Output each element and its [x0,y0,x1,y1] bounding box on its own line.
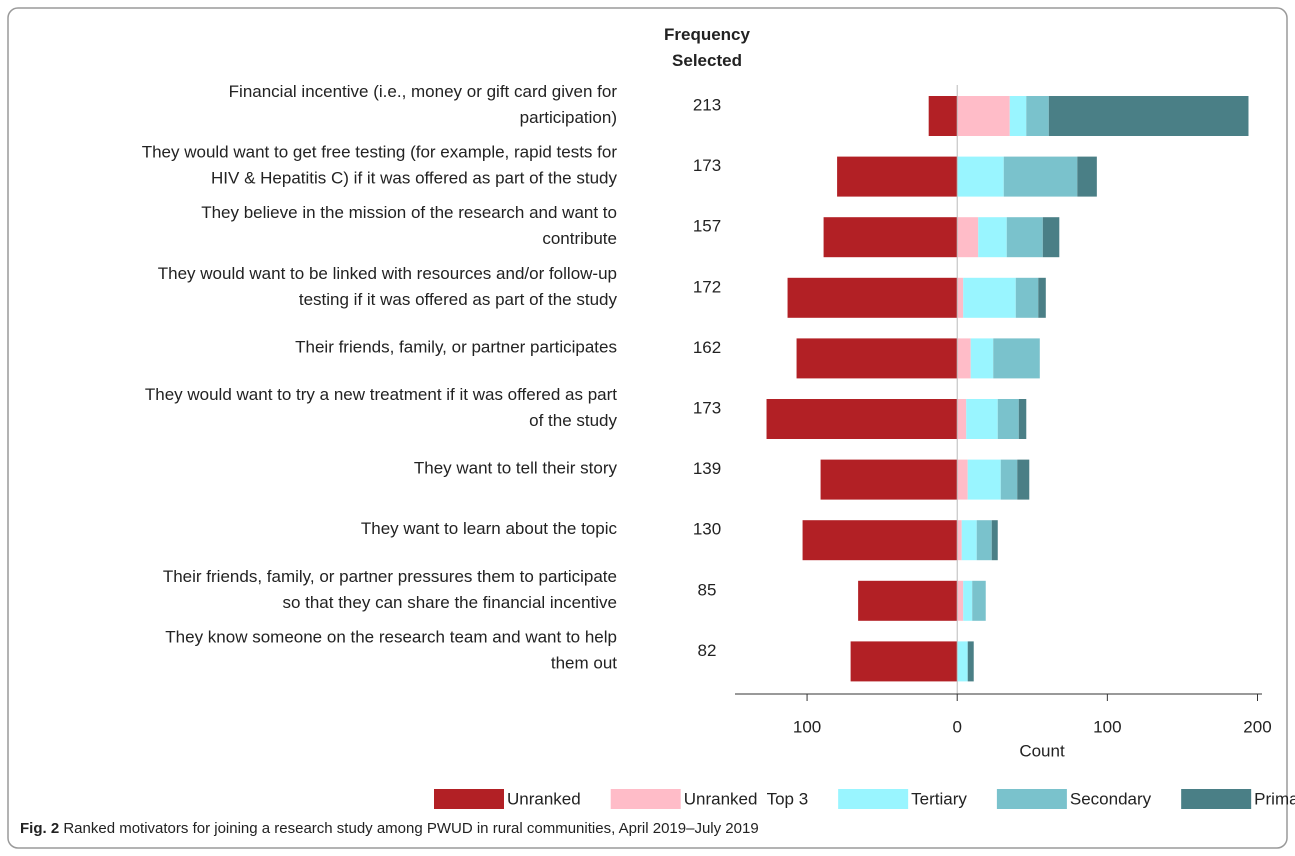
frequency-value: 162 [693,338,721,357]
bar-segment [957,580,964,621]
legend-label: Tertiary [911,789,967,808]
category-label: Their friends, family, or partner pressu… [163,567,617,612]
x-tick-label: 100 [1093,717,1121,736]
frequency-value: 85 [698,580,717,599]
frequency-value: 173 [693,398,721,417]
legend-label: Secondary [1070,789,1152,808]
bar-segment [961,520,977,561]
bar-segment [1006,217,1043,258]
bar-segment [978,217,1007,258]
caption: Fig. 2 Ranked motivators for joining a r… [20,820,759,837]
bar-segment [957,277,964,318]
bar-segment [1003,156,1078,197]
legend-swatch [996,789,1067,809]
caption-text: Ranked motivators for joining a research… [63,820,758,837]
category-label: Their friends, family, or partner partic… [295,338,617,357]
frequency-value: 157 [693,217,721,236]
legend-label: Unranked Top 3 [684,789,808,808]
bar-segment [1009,96,1027,136]
bar-segment [1000,459,1018,500]
frequency-value: 173 [693,156,721,175]
bar-segment [1026,96,1049,136]
bar-segment [957,399,967,439]
x-tick-label: 0 [952,717,961,736]
category-label: They would want to be linked with resour… [158,264,618,309]
bar-segment [928,96,958,136]
category-label: They believe in the mission of the resea… [201,204,617,249]
bar-segment [966,399,998,439]
bar-segment [957,459,968,500]
bar-segment [858,580,958,621]
bar-segment [820,459,958,500]
bar-segment [972,580,986,621]
bar-segment [823,217,958,258]
bar-segment [993,338,1040,379]
bar-segment [1042,217,1060,258]
bar-segment [787,277,958,318]
frequency-value: 172 [693,277,721,296]
frequency-value: 82 [698,641,717,660]
category-label: They want to tell their story [414,459,618,478]
legend-swatch [838,789,909,809]
bar-segment [991,520,998,561]
bar-segment [802,520,958,561]
bar-segment [1017,459,1030,500]
bar-segment [796,338,958,379]
bar-segment [766,399,958,439]
bar-segment [967,641,974,682]
bar-segment [963,580,973,621]
caption-label: Fig. 2 [20,820,59,837]
category-label: They would want to get free testing (for… [142,143,618,188]
bar-segment [970,338,994,379]
legend-swatch [434,789,504,809]
bar-segment [1015,277,1039,318]
bar-segment [963,277,1016,318]
bar-segment [957,520,962,561]
bar-segment [1018,399,1027,439]
frequency-header: Frequency Selected [664,25,751,70]
x-tick-label: 200 [1243,717,1271,736]
bar-segment [1038,277,1046,318]
bar-segment [957,641,968,682]
category-label: Financial incentive (i.e., money or gift… [229,82,618,127]
legend-label: Unranked [507,789,581,808]
category-label: They would want to try a new treatment i… [145,385,618,430]
bar-segment [997,399,1019,439]
bar-segment [957,156,1004,197]
bar-segment [957,96,1010,136]
bar-segment [850,641,958,682]
frequency-value: 130 [693,520,721,539]
category-label: They want to learn about the topic [361,520,618,539]
bar-segment [1077,156,1097,197]
legend-swatch [610,789,681,809]
frequency-value: 139 [693,459,721,478]
legend-label: Primary [1254,789,1295,808]
x-axis-label: Count [1019,741,1065,760]
bar-segment [837,156,958,197]
bar-segment [1048,96,1249,136]
bar-segment [967,459,1001,500]
category-label: They know someone on the research team a… [165,628,617,673]
bar-segment [976,520,992,561]
x-tick-label: 100 [793,717,821,736]
legend-swatch [1181,789,1252,809]
frequency-value: 213 [693,95,721,114]
bar-segment [957,338,971,379]
bar-segment [957,217,979,258]
